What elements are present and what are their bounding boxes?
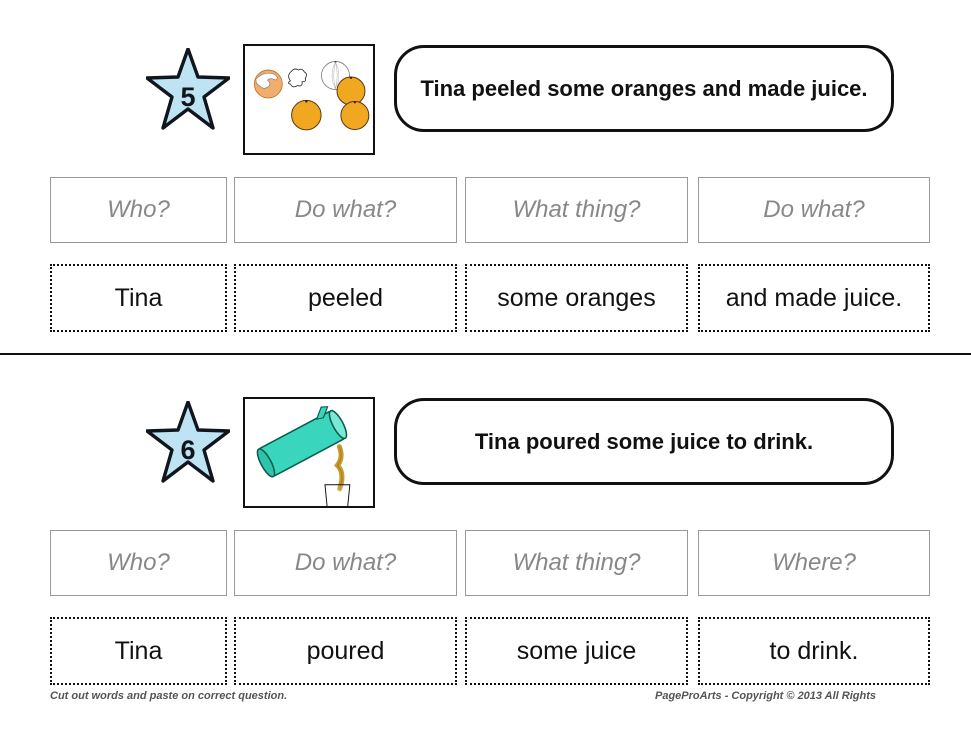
svg-text:6: 6: [180, 435, 195, 465]
svg-text:5: 5: [180, 82, 195, 112]
